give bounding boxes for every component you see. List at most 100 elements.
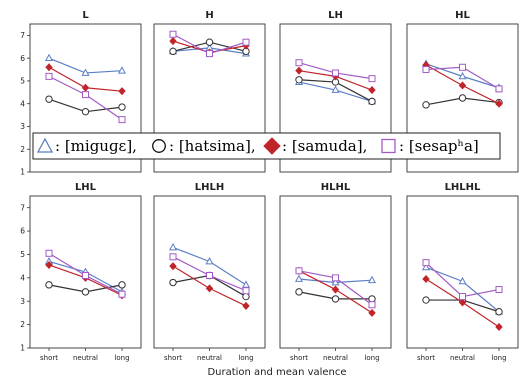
data-point [242,38,250,46]
data-point [242,287,250,295]
data-point [44,53,54,62]
data-point [459,293,466,301]
legend-triangle-icon [36,137,54,153]
panel-lhlhl: LHLHL short neutral long [406,182,519,362]
data-point [169,253,177,261]
data-point [368,85,376,95]
x-tick-label: short [40,354,58,362]
data-point [368,308,376,317]
data-point [206,272,213,280]
legend-label: : [miguɡɛ], [55,137,137,155]
data-point [117,66,127,74]
data-point [118,290,126,298]
panel-title: HLHL [321,182,351,193]
legend-square-icon [381,138,396,154]
data-point [242,292,250,301]
data-point [368,301,376,309]
y-tick-label: 6 [20,54,25,63]
data-point [495,99,503,108]
data-point [82,91,89,99]
data-point [169,262,177,271]
data-point [368,75,376,83]
data-point [422,101,430,109]
x-tick-label: long [364,354,379,362]
data-point [169,30,177,38]
legend-diamond-icon [263,137,281,155]
data-point [332,69,339,77]
x-tick-label: short [164,354,182,362]
x-axis-label: Duration and mean valence [207,367,346,378]
data-point [458,276,467,285]
data-point [45,95,53,103]
y-tick-label: 3 [20,122,25,131]
data-point [495,308,503,316]
data-point [205,284,214,293]
data-point [242,301,250,310]
panel-title: LHLHL [445,182,481,193]
y-tick-label: 1 [20,168,25,177]
data-point [458,94,467,102]
x-tick-label: neutral [323,354,348,362]
panel-title: H [205,10,213,21]
data-point [458,71,467,80]
data-point [118,116,126,124]
x-tick-label: neutral [450,354,475,362]
data-point [45,260,53,270]
panel-title: LHL [75,182,97,193]
x-tick-label: long [238,354,253,362]
y-tick-label: 5 [20,77,25,86]
data-point [367,275,377,284]
data-point [45,72,53,80]
y-tick-label: 7 [20,31,25,40]
data-point [495,286,503,294]
x-tick-label: short [290,354,308,362]
legend: : [miguɡɛ],: [hatsima],: [samuda],: [ses… [32,132,501,160]
data-point [331,295,340,303]
data-point [422,296,430,304]
y-tick-label: 5 [20,250,25,259]
y-tick-label: 7 [20,203,25,212]
data-point [332,274,339,282]
legend-label: : [hatsima], [169,137,256,155]
data-point [295,59,303,67]
panel-title: LHLH [195,182,224,193]
data-point [168,243,178,251]
y-tick-label: 2 [20,320,25,329]
data-point [459,63,466,71]
data-point [118,281,126,289]
data-point [422,259,430,267]
y-tick-label: 6 [20,227,25,236]
legend-label: : [sesapʰa] [399,137,479,155]
panel-lhl: LHL 1 2 3 4 5 6 7 short neutral long [20,182,142,362]
y-tick-label: 4 [20,99,25,108]
y-tick-label: 2 [20,145,25,154]
y-tick-label: 4 [20,273,25,282]
data-point [169,47,177,56]
data-point [295,66,303,75]
panel-lhlh: LHLH short neutral long [153,182,266,362]
data-point [205,38,214,46]
data-point [295,288,303,296]
data-point [169,37,177,46]
data-point [45,249,53,257]
data-point [295,267,303,275]
data-point [331,285,340,294]
data-point [295,76,303,84]
data-point [458,81,467,90]
legend-circle-icon [152,139,166,153]
data-point [118,103,126,111]
data-point [81,288,90,296]
data-point [169,278,177,287]
data-point [118,87,126,96]
x-tick-label: neutral [197,354,222,362]
data-point [206,50,213,58]
panel-title: LH [328,10,343,21]
panel-frame [406,195,519,349]
data-point [82,272,89,280]
data-point [422,274,430,284]
data-point [495,322,503,331]
data-point [458,298,467,307]
x-tick-label: long [491,354,506,362]
data-point [422,66,430,74]
